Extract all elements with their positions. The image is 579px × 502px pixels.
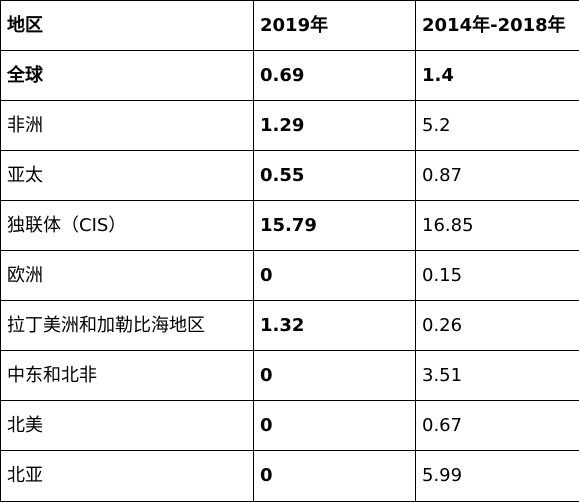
table-row: 全球 0.69 1.4 [1,51,579,101]
cell-region: 北亚 [1,451,254,502]
cell-region: 非洲 [1,101,254,151]
cell-region: 北美 [1,401,254,451]
cell-2019: 1.32 [254,301,416,351]
table-row: 中东和北非 0 3.51 [1,351,579,401]
cell-2019: 15.79 [254,201,416,251]
cell-region: 拉丁美洲和加勒比海地区 [1,301,254,351]
cell-region: 全球 [1,51,254,101]
cell-2014-2018: 0.26 [416,301,579,351]
cell-region: 欧洲 [1,251,254,301]
table-row: 欧洲 0 0.15 [1,251,579,301]
table-header-row: 地区 2019年 2014年-2018年 [1,1,579,51]
cell-2014-2018: 5.99 [416,451,579,502]
cell-2019: 0 [254,251,416,301]
table-row: 北亚 0 5.99 [1,451,579,502]
cell-2019: 0.69 [254,51,416,101]
cell-2019: 0 [254,401,416,451]
header-2014-2018: 2014年-2018年 [416,1,579,51]
cell-2014-2018: 16.85 [416,201,579,251]
cell-2019: 0 [254,451,416,502]
header-2019: 2019年 [254,1,416,51]
cell-region: 中东和北非 [1,351,254,401]
cell-region: 亚太 [1,151,254,201]
cell-2014-2018: 0.87 [416,151,579,201]
cell-2014-2018: 1.4 [416,51,579,101]
cell-region: 独联体（CIS） [1,201,254,251]
table-row: 北美 0 0.67 [1,401,579,451]
cell-2019: 1.29 [254,101,416,151]
table-row: 拉丁美洲和加勒比海地区 1.32 0.26 [1,301,579,351]
cell-2014-2018: 5.2 [416,101,579,151]
cell-2014-2018: 0.67 [416,401,579,451]
cell-2019: 0 [254,351,416,401]
cell-2014-2018: 3.51 [416,351,579,401]
cell-2014-2018: 0.15 [416,251,579,301]
table-row: 独联体（CIS） 15.79 16.85 [1,201,579,251]
header-region: 地区 [1,1,254,51]
table-row: 非洲 1.29 5.2 [1,101,579,151]
cell-2019: 0.55 [254,151,416,201]
table-row: 亚太 0.55 0.87 [1,151,579,201]
